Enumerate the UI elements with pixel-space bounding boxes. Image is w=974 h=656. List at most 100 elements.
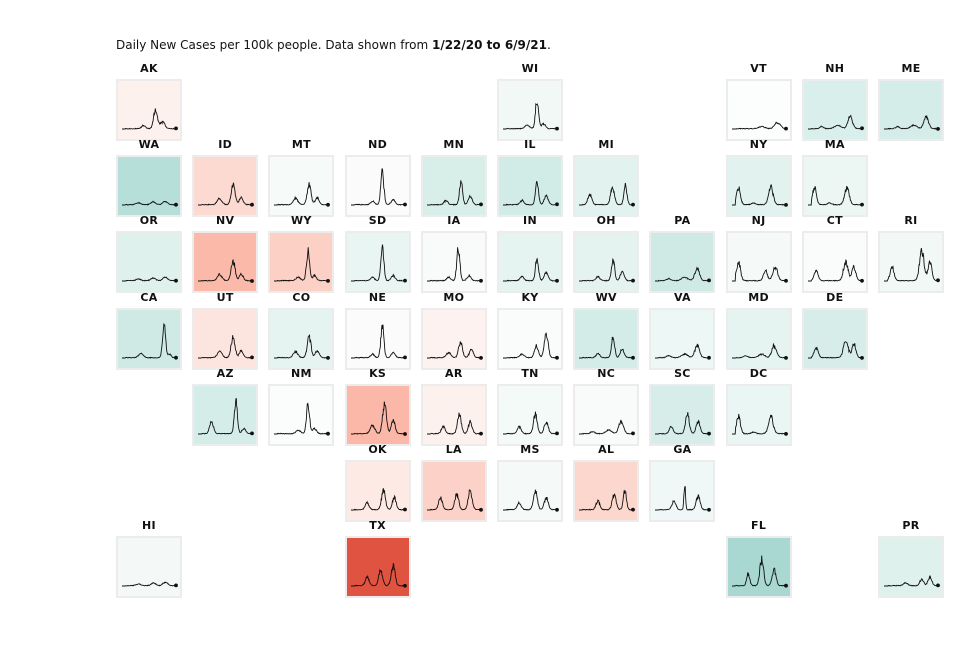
sparkline [350,401,407,436]
state-label: AZ [216,366,234,380]
sparkline-end-dot [478,279,483,284]
state-sparkline-box [497,383,563,446]
sparkline [122,277,178,283]
state-label: AK [140,62,158,75]
sparkline-path [350,563,405,587]
sparkline-path [503,411,558,435]
sparkline-path [731,261,786,283]
state-label: SD [368,214,387,228]
sparkline [731,183,788,207]
sparkline [579,258,636,283]
sparkline-end-dot [326,203,331,207]
sparkline [503,181,559,207]
state-label: TN [521,366,539,380]
sparkline-path [122,108,177,130]
state-label: MN [443,138,465,152]
state-sparkline-box [801,307,868,370]
sparkline [426,180,483,207]
sparkline-end-dot [936,278,940,283]
state-sparkline-box [116,231,182,294]
sparkline [579,419,636,436]
sparkline-end-dot [478,355,483,360]
state-sparkline-box [116,79,182,141]
state-label: NC [597,366,616,380]
sparkline-end-dot [555,355,559,360]
sparkline-path [122,322,177,359]
sparkline [503,332,559,360]
state-sparkline-box [497,155,563,218]
state-label: ID [218,138,233,152]
sparkline [503,489,559,512]
state-sparkline-box [420,460,487,522]
sparkline-end-dot [250,355,255,359]
state-label: VT [750,62,767,75]
state-label: MD [748,290,769,304]
sparkline-end-dot [174,583,178,588]
state-sparkline-box [878,79,944,141]
state-label: IL [524,138,536,152]
sparkline-end-dot [631,202,636,207]
state-label: DE [826,290,844,304]
sparkline [807,259,864,284]
sparkline-end-dot [402,507,407,512]
sparkline-path [503,181,558,206]
sparkline [274,334,331,360]
state-sparkline-box [268,383,335,446]
sparkline [274,402,331,436]
sparkline-end-dot [174,126,178,131]
state-sparkline-box [192,155,259,218]
state-sparkline-box [497,460,563,522]
sparkline [655,411,712,436]
sparkline-end-dot [631,279,636,283]
state-label: CO [292,290,311,304]
state-sparkline-box [573,307,640,370]
state-sparkline-box [116,307,182,370]
sparkline [503,257,559,284]
state-sparkline-box [192,307,259,370]
state-sparkline-box [725,307,792,370]
state-sparkline-box [344,231,411,294]
sparkline-end-dot [555,126,559,131]
state-label: ND [368,138,388,152]
sparkline-path [350,401,405,435]
state-sparkline-box [649,231,716,294]
sparkline-path [198,334,253,359]
sparkline-path [426,489,482,511]
title-start-date: 1/22/20 [431,38,483,52]
sparkline-end-dot [250,431,255,436]
state-label: SC [674,366,691,380]
state-sparkline-box [725,383,792,446]
sparkline-end-dot [859,355,864,360]
state-sparkline-box [116,536,182,599]
sparkline-end-dot [783,279,788,284]
sparkline [122,200,178,207]
sparkline-end-dot [707,278,712,283]
sparkline [655,343,712,360]
sparkline-end-dot [555,279,559,284]
state-label: PA [674,214,691,228]
state-sparkline-box [649,383,716,446]
state-sparkline-box [344,307,411,370]
sparkline-path [274,334,329,359]
state-sparkline-box [420,231,487,294]
state-label: NH [825,62,845,75]
state-sparkline-box [649,307,716,370]
sparkline-end-dot [783,355,788,360]
sparkline-path [807,114,863,130]
sparkline [731,555,788,588]
sparkline-end-dot [326,355,331,360]
sparkline-path [274,247,329,283]
sparkline-end-dot [555,431,559,436]
sparkline-path [655,343,710,359]
sparkline [350,488,407,512]
sparkline [807,340,864,360]
state-sparkline-box [344,155,411,218]
sparkline [731,121,788,131]
state-label: OH [596,214,616,228]
state-label: VA [673,290,691,304]
sparkline-end-dot [478,507,483,512]
state-sparkline-box [268,155,335,218]
state-label: NV [216,214,235,228]
sparkline-end-dot [555,202,559,207]
state-label: TX [369,519,386,533]
